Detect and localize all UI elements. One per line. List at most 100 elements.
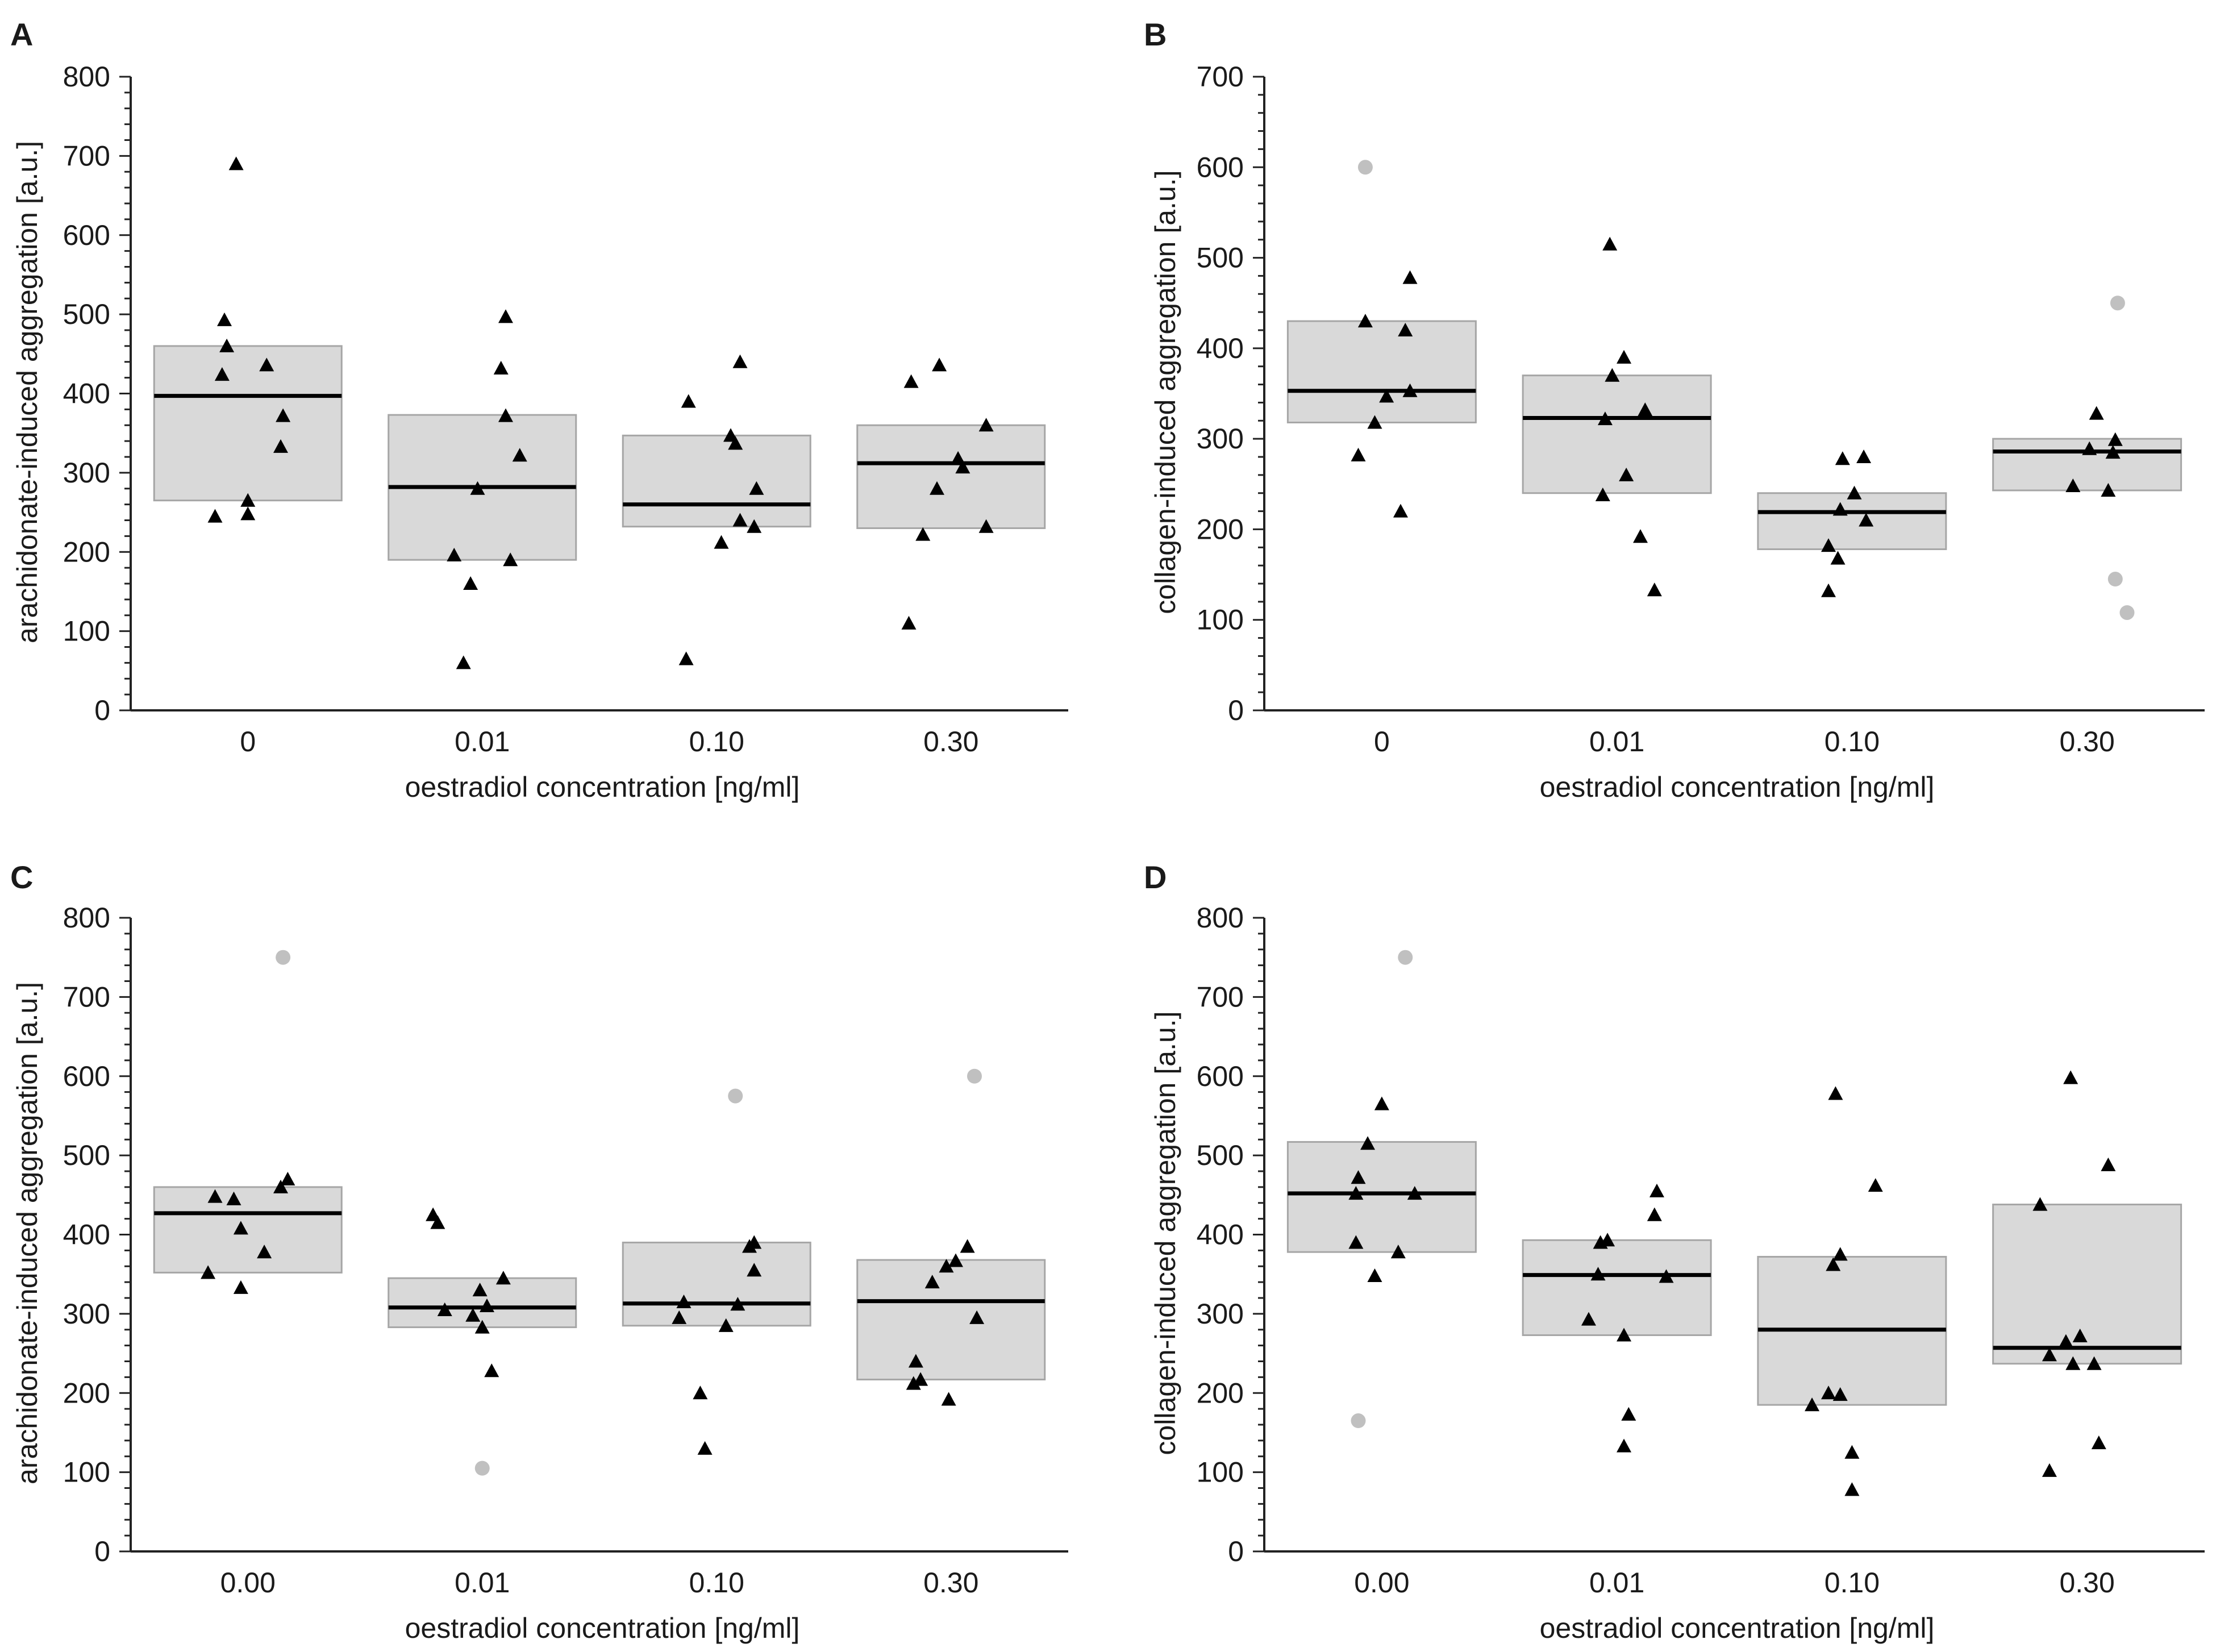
panel-b-data-point xyxy=(1367,415,1382,429)
panel-d-data-point xyxy=(1659,1269,1674,1283)
panel-a-y-tick-label: 400 xyxy=(63,378,110,410)
panel-c-data-point xyxy=(941,1392,956,1406)
panel-b-data-point xyxy=(1617,349,1632,364)
panel-d-y-tick-label: 600 xyxy=(1197,1060,1244,1092)
panel-c-data-point xyxy=(697,1441,713,1455)
panel-b-iqr-box xyxy=(1286,320,1477,423)
panel-c-data-point xyxy=(472,1283,488,1297)
panel-c-data-point xyxy=(908,1354,923,1368)
panel-b-data-point xyxy=(2105,445,2121,459)
panel-d-data-point xyxy=(1581,1312,1596,1326)
panel-c-data-point xyxy=(233,1221,248,1235)
panel-c-data-point xyxy=(233,1280,248,1294)
panel-b-data-point xyxy=(1859,513,1874,527)
panel-a-data-point xyxy=(978,418,994,432)
panel-b-data-point xyxy=(1595,487,1610,501)
panel-a-y-axis-title: arachidonate-induced aggregation [a.u.] xyxy=(11,141,43,643)
panel-a-data-point xyxy=(219,338,235,352)
panel-b-data-point xyxy=(1821,583,1836,597)
panel-d-x-tick-label: 0.00 xyxy=(1354,1567,1409,1599)
panel-a-data-point xyxy=(732,513,748,527)
panel-a-x-tick-label: 0.01 xyxy=(455,726,510,758)
panel-b-data-point xyxy=(1602,236,1618,251)
panel-d-data-point xyxy=(1826,1257,1841,1271)
panel-b-x-axis-title: oestradiol concentration [ng/ml] xyxy=(1540,771,1935,803)
panel-b-outlier-point xyxy=(1357,160,1373,175)
panel-a-y-tick-label: 600 xyxy=(63,219,110,251)
panel-b-data-point xyxy=(1605,368,1620,382)
panel-d-data-point xyxy=(1390,1245,1406,1259)
panel-a-data-point xyxy=(915,527,931,541)
panel-d-iqr-box xyxy=(1522,1239,1712,1337)
panel-a-data-point xyxy=(259,357,274,372)
panel-d-data-point xyxy=(1832,1247,1848,1261)
panel-b-y-tick-label: 300 xyxy=(1197,423,1244,455)
panel-b-data-point xyxy=(2089,406,2104,420)
panel-d-data-point xyxy=(2032,1197,2048,1211)
panel-c-data-point xyxy=(948,1253,963,1267)
panel-a-data-point xyxy=(512,448,527,462)
panel-d-data-point xyxy=(1348,1235,1364,1249)
panel-a-data-point xyxy=(678,651,694,665)
panel-c-iqr-box xyxy=(856,1259,1046,1381)
panel-d-y-tick-label: 300 xyxy=(1197,1298,1244,1330)
panel-d-data-point xyxy=(1621,1407,1636,1421)
panel-c-data-point xyxy=(495,1271,511,1285)
panel-c-x-tick-label: 0.10 xyxy=(689,1567,744,1599)
panel-b-data-point xyxy=(1856,450,1872,464)
panel-c-outlier-point xyxy=(728,1088,743,1104)
panel-d-data-point xyxy=(2042,1347,2057,1362)
panel-c-y-tick-label: 600 xyxy=(63,1060,110,1092)
panel-d-data-point xyxy=(2058,1334,2073,1348)
panel-a-data-point xyxy=(714,535,729,549)
panel-c-y-tick-label: 700 xyxy=(63,981,110,1013)
panel-c-data-point xyxy=(730,1297,745,1311)
panel-c-data-point xyxy=(484,1363,499,1378)
panel-b-data-point xyxy=(2082,441,2097,455)
panel-a-data-point xyxy=(217,312,232,326)
panel-b-data-point xyxy=(1830,551,1846,565)
panel-b-plot: 0 100 200 300 400 500 600 700 0 0.01 0.10 0.30 xyxy=(1197,61,2205,758)
panel-a-data-point xyxy=(747,519,762,533)
panel-a-iqr-box xyxy=(153,345,343,502)
panel-c-letter: C xyxy=(10,859,33,895)
panel-d-data-point xyxy=(2065,1356,2081,1370)
panel-d-data-point xyxy=(1590,1267,1606,1281)
panel-d-data-point xyxy=(1844,1445,1860,1459)
panel-a-x-tick-label: 0.10 xyxy=(689,726,744,758)
panel-d-letter: D xyxy=(1144,859,1167,895)
panel-c-y-tick-label: 800 xyxy=(63,902,110,934)
panel-d-data-point xyxy=(1593,1235,1608,1249)
panel-a-y-tick-label: 100 xyxy=(63,615,110,647)
panel-d-data-point xyxy=(1374,1096,1389,1110)
panel-d-data-point xyxy=(1351,1170,1366,1184)
panel-b-data-point xyxy=(1619,467,1634,481)
panel-c-y-tick-label: 200 xyxy=(63,1377,110,1409)
panel-c-data-point xyxy=(280,1171,295,1185)
panel-a-data-point xyxy=(503,552,518,567)
panel-a-data-point xyxy=(498,309,513,323)
panel-d-data-point xyxy=(1647,1207,1662,1221)
panel-b-data-point xyxy=(1402,383,1418,397)
panel-d-data-point xyxy=(1828,1086,1843,1100)
panel-a-letter: A xyxy=(10,16,33,52)
panel-d-data-point xyxy=(2063,1070,2078,1084)
panel-d-outlier-point xyxy=(1398,950,1413,965)
panel-a-x-tick-label: 0 xyxy=(240,726,256,758)
panel-b-data-point xyxy=(2065,478,2081,493)
panel-c-data-point xyxy=(273,1179,288,1193)
panel-c-data-point xyxy=(207,1189,223,1203)
panel-a-data-point xyxy=(932,357,947,372)
panel-a-data-point xyxy=(228,156,244,170)
panel-c-data-point xyxy=(718,1318,734,1332)
panel-b-data-point xyxy=(1647,582,1662,597)
panel-c-data-point xyxy=(474,1320,490,1334)
panel-d-y-tick-label: 700 xyxy=(1197,981,1244,1013)
panel-c-iqr-box xyxy=(388,1277,577,1329)
panel-c-data-point xyxy=(257,1245,272,1259)
panel-a-data-point xyxy=(273,439,288,453)
panel-a-y-tick-label: 200 xyxy=(63,536,110,568)
panel-b-data-point xyxy=(1351,447,1366,461)
panel-c-data-point xyxy=(693,1385,708,1400)
